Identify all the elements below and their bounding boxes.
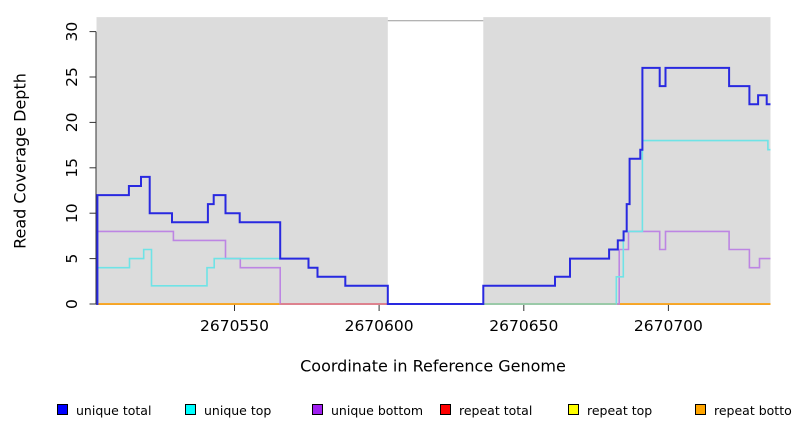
series-unique-total [96,66,771,305]
x-axis-label: Coordinate in Reference Genome [300,356,566,376]
y-tick-label: 0 [63,299,81,309]
y-tick-label: 10 [63,203,81,223]
x-tick-label: 2670550 [200,317,269,335]
y-axis-label: Read Coverage Depth [10,73,30,249]
covered-region-right [483,17,771,304]
x-tick-label: 2670700 [634,317,703,335]
y-tick-label: 5 [63,254,81,264]
y-tick-label: 30 [63,22,81,42]
covered-region-left [96,17,388,304]
y-tick-label: 25 [63,67,81,87]
y-tick-label: 15 [63,158,81,178]
y-tick-label: 20 [63,113,81,133]
x-tick-label: 2670650 [489,317,558,335]
x-tick-label: 2670600 [345,317,414,335]
